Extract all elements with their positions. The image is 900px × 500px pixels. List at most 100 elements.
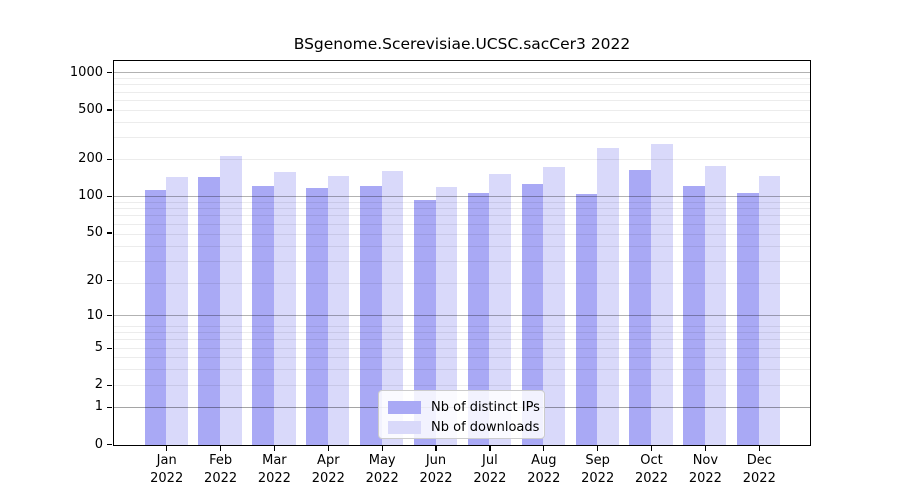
- x-tick-month: Nov: [692, 453, 719, 468]
- chart-title: BSgenome.Scerevisiae.UCSC.sacCer3 2022: [293, 35, 631, 53]
- x-tick-month: May: [368, 453, 396, 468]
- x-tick-label-may: May 2022: [350, 452, 414, 488]
- y-tick-label: 5: [94, 340, 103, 356]
- y-tick-label: 2: [94, 377, 103, 393]
- y-tick-mark: [107, 109, 112, 111]
- x-tick-mark: [381, 446, 383, 451]
- minor-gridline: [114, 261, 810, 262]
- x-tick-year: 2022: [581, 471, 615, 486]
- minor-gridline: [114, 84, 810, 86]
- minor-gridline: [114, 121, 810, 123]
- x-tick-label-aug: Aug 2022: [512, 452, 576, 488]
- x-tick-year: 2022: [150, 471, 184, 486]
- legend-item-distinct-ips: Nb of distinct IPs: [388, 398, 540, 416]
- x-tick-month: Jul: [482, 453, 498, 468]
- x-tick-year: 2022: [204, 471, 238, 486]
- x-tick-month: Dec: [746, 453, 772, 468]
- bar-sep-ips: [575, 194, 598, 445]
- y-tick-mark: [107, 158, 112, 160]
- bar-feb-downloads: [220, 156, 242, 445]
- bar-nov-ips: [683, 185, 705, 445]
- minor-gridline: [114, 245, 810, 247]
- minor-gridline: [114, 158, 810, 160]
- bar-jul-ips: [467, 192, 490, 445]
- legend-rows: Nb of distinct IPs Nb of downloads: [388, 398, 540, 436]
- bar-aug-ips: [521, 183, 544, 445]
- x-tick-month: Feb: [209, 453, 233, 468]
- minor-gridline: [114, 109, 810, 111]
- bar-jan-ips: [144, 190, 167, 445]
- x-tick-month: Sep: [585, 453, 610, 468]
- bar-oct-downloads: [651, 144, 673, 445]
- bar-nov-downloads: [704, 165, 727, 445]
- bar-jan-downloads: [166, 176, 188, 445]
- bar-jun-ips: [413, 200, 436, 445]
- bar-feb-ips: [198, 176, 221, 445]
- minor-gridline: [114, 215, 810, 217]
- x-tick-label-feb: Feb 2022: [189, 452, 253, 488]
- x-tick-label-nov: Nov 2022: [673, 452, 737, 488]
- x-tick-month: Jun: [425, 453, 447, 468]
- minor-gridline: [114, 208, 810, 210]
- x-tick-mark: [597, 446, 599, 451]
- y-tick-label: 1000: [69, 64, 103, 80]
- y-tick-label: 10: [86, 307, 103, 323]
- legend-swatch: [388, 420, 421, 434]
- x-tick-mark: [273, 446, 276, 451]
- y-tick-label: 50: [86, 224, 103, 240]
- bar-dec-ips: [737, 192, 759, 445]
- minor-gridline: [114, 201, 810, 203]
- bar-sep-downloads: [597, 148, 619, 445]
- legend-box: Nb of distinct IPs Nb of downloads: [378, 390, 545, 439]
- y-tick-label: 20: [86, 272, 103, 288]
- x-tick-label-sep: Sep 2022: [566, 452, 630, 488]
- x-tick-label-jun: Jun 2022: [404, 452, 468, 488]
- y-tick-label: 100: [78, 188, 103, 204]
- y-tick-label: 200: [78, 151, 103, 167]
- minor-gridline: [114, 282, 810, 284]
- x-tick-label-apr: Apr 2022: [296, 452, 360, 488]
- bar-may-downloads: [381, 171, 404, 445]
- bar-aug-downloads: [543, 166, 565, 445]
- y-tick-mark: [107, 195, 112, 197]
- bar-mar-downloads: [273, 171, 296, 445]
- x-tick-label-jul: Jul 2022: [458, 452, 522, 488]
- y-tick-mark: [107, 314, 112, 317]
- y-tick-mark: [107, 280, 112, 282]
- x-tick-month: Mar: [262, 453, 287, 468]
- legend-swatch: [388, 400, 421, 414]
- minor-gridline: [114, 223, 810, 225]
- legend-label: Nb of distinct IPs: [431, 399, 540, 415]
- x-tick-label-oct: Oct 2022: [620, 452, 684, 488]
- major-gridline-10: [114, 315, 810, 316]
- x-tick-mark: [543, 446, 545, 451]
- minor-gridline: [114, 233, 810, 235]
- minor-gridline: [114, 91, 810, 93]
- x-tick-year: 2022: [473, 471, 507, 486]
- minor-gridline: [114, 99, 810, 101]
- x-tick-year: 2022: [311, 471, 345, 486]
- major-gridline-100: [114, 195, 810, 197]
- minor-gridline: [114, 137, 810, 139]
- x-tick-mark: [327, 446, 329, 451]
- y-tick-label: 0: [94, 436, 103, 452]
- x-tick-month: Aug: [531, 453, 557, 468]
- x-tick-label-mar: Mar 2022: [242, 452, 306, 488]
- bar-may-ips: [360, 186, 382, 445]
- x-tick-year: 2022: [257, 471, 291, 486]
- minor-gridline: [114, 325, 810, 327]
- x-tick-label-jan: Jan 2022: [135, 452, 199, 488]
- x-tick-mark: [435, 446, 437, 451]
- bar-oct-ips: [629, 169, 652, 445]
- bar-dec-downloads: [758, 176, 781, 445]
- x-tick-mark: [166, 446, 168, 451]
- x-tick-year: 2022: [365, 471, 399, 486]
- plot-area: [113, 60, 811, 446]
- x-tick-mark: [489, 446, 491, 451]
- x-tick-mark: [758, 446, 760, 451]
- y-tick-mark: [107, 232, 112, 234]
- y-tick-mark: [107, 72, 112, 74]
- bar-apr-ips: [306, 188, 328, 445]
- y-tick-mark: [107, 443, 112, 446]
